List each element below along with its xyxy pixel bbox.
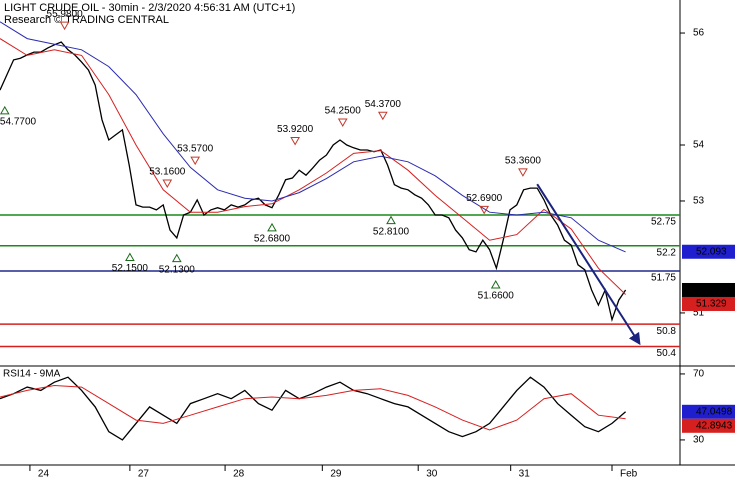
level-label: 50.4 — [657, 348, 677, 359]
series-line — [0, 21, 626, 253]
series-line — [0, 384, 626, 431]
x-tick-label: 24 — [38, 469, 50, 480]
high-marker — [190, 156, 201, 166]
high-label: 53.5700 — [177, 144, 214, 155]
high-marker — [290, 136, 300, 146]
high-marker — [518, 168, 528, 177]
level-label: 50.8 — [657, 326, 677, 337]
high-label: 53.3600 — [505, 155, 542, 166]
x-tick-label: 30 — [426, 469, 438, 480]
level-label: 52.75 — [651, 217, 676, 228]
price-tag — [682, 404, 735, 419]
y-tick-label: 56 — [693, 28, 705, 39]
high-label: 54.2500 — [325, 106, 362, 117]
level-label: 51.75 — [651, 273, 676, 284]
price-tag-label: 52.093 — [696, 246, 727, 257]
low-label: 54.7700 — [0, 117, 37, 128]
y-tick-label: 51 — [693, 308, 705, 319]
price-tag-label: 42.8943 — [696, 420, 733, 431]
price-tag-label: 51.329 — [696, 299, 727, 310]
low-marker — [125, 252, 135, 262]
low-marker — [267, 222, 277, 232]
low-marker — [0, 105, 10, 115]
high-label: 54.3700 — [365, 99, 402, 110]
series-line — [0, 38, 626, 295]
series-line — [0, 376, 627, 441]
price-tag-label: 51.41 — [696, 285, 721, 296]
y-tick-label: 30 — [693, 435, 705, 446]
x-tick-label: 31 — [519, 469, 531, 480]
high-label: 52.6900 — [466, 193, 503, 204]
price-tag — [682, 282, 735, 297]
low-label: 51.6600 — [478, 291, 515, 302]
x-tick-label: 27 — [138, 469, 150, 480]
low-label: 52.1300 — [159, 264, 196, 275]
high-marker — [162, 179, 173, 189]
chart-title: LIGHT CRUDE OIL - 30min - 2/3/2020 4:56:… — [4, 2, 295, 14]
price-tag — [682, 296, 735, 311]
high-label: 53.9200 — [277, 124, 314, 135]
low-marker — [490, 279, 501, 289]
low-marker — [171, 253, 182, 263]
series-line — [0, 41, 627, 323]
trend-arrow — [536, 183, 641, 346]
high-label: 55.9800 — [47, 9, 84, 20]
x-tick-label: 28 — [233, 469, 245, 480]
x-tick-label: 29 — [330, 469, 342, 480]
x-tick-label: Feb — [620, 469, 638, 480]
price-tag-label: 47.0498 — [696, 406, 733, 417]
low-label: 52.6800 — [254, 234, 291, 245]
low-marker — [386, 215, 396, 225]
low-label: 52.8100 — [373, 226, 410, 237]
level-label: 52.2 — [657, 247, 677, 258]
price-tag — [682, 418, 735, 433]
high-label: 53.1600 — [149, 167, 186, 178]
low-label: 52.1500 — [112, 263, 149, 274]
chart-subtitle: Research © TRADING CENTRAL — [4, 14, 169, 26]
y-tick-label: 70 — [693, 369, 705, 380]
high-marker — [337, 118, 348, 128]
high-marker — [377, 111, 388, 121]
rsi-title: RSI14 - 9MA — [3, 369, 61, 380]
high-marker — [479, 205, 490, 215]
price-tag — [682, 244, 735, 259]
y-tick-label: 53 — [693, 196, 705, 207]
high-marker — [59, 21, 70, 31]
y-tick-label: 54 — [693, 140, 705, 151]
